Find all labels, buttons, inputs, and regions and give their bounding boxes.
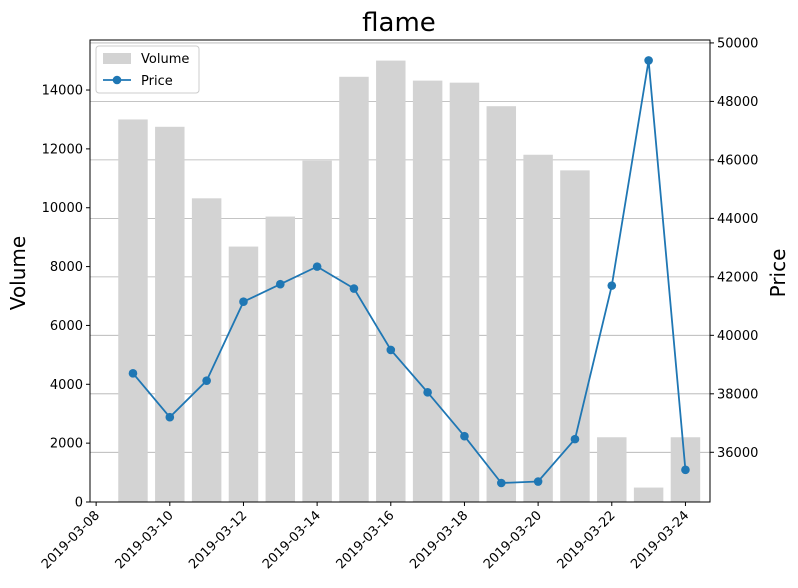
volume-bar — [265, 216, 296, 502]
volume-bar — [633, 487, 664, 502]
price-point — [644, 56, 653, 65]
y-left-tick-label: 4000 — [50, 378, 83, 393]
price-point — [349, 284, 359, 293]
y-right-tick-label: 36000 — [717, 446, 758, 461]
x-tick-label: 2019-03-12 — [186, 508, 250, 572]
y-left-tick-label: 0 — [75, 496, 83, 511]
legend-price-label: Price — [141, 74, 173, 89]
y-axis-right-title: Price — [766, 249, 790, 298]
price-point — [496, 478, 506, 488]
price-point — [570, 434, 580, 444]
y-left-tick-label: 6000 — [50, 319, 83, 334]
y-right-tick-label: 38000 — [717, 387, 758, 402]
price-point — [607, 281, 617, 290]
price-point — [239, 297, 248, 307]
volume-bar — [486, 106, 517, 502]
price-point — [165, 412, 175, 422]
plot-frame — [89, 39, 711, 503]
y-right-tick-label: 50000 — [717, 36, 758, 51]
x-tick-label: 2019-03-14 — [260, 508, 324, 572]
volume-bar — [597, 437, 627, 502]
price-point — [423, 388, 432, 397]
volume-bar — [302, 160, 332, 502]
y-left-tick-label: 8000 — [50, 260, 83, 275]
y-left-tick-label: 12000 — [42, 142, 83, 157]
volume-bar — [376, 60, 406, 502]
price-point — [275, 279, 285, 289]
x-tick-label: 2019-03-16 — [334, 508, 398, 572]
y-left-tick-label: 10000 — [42, 201, 83, 216]
y-left-tick-label: 14000 — [42, 84, 83, 99]
volume-bar — [560, 170, 590, 502]
price-point — [681, 465, 690, 475]
x-tick-label: 2019-03-18 — [407, 508, 471, 572]
y-right-tick-label: 42000 — [717, 270, 758, 285]
price-point — [533, 477, 543, 486]
volume-bar — [118, 119, 148, 502]
price-point — [460, 431, 469, 441]
price-point — [202, 376, 211, 385]
price-line — [132, 60, 687, 484]
chart-title: flame — [362, 8, 436, 38]
legend-price-marker — [112, 75, 122, 85]
y-right-tick-label: 44000 — [717, 212, 758, 227]
y-right-tick-label: 46000 — [717, 153, 758, 168]
x-tick-label: 2019-03-20 — [481, 508, 545, 572]
volume-bars — [118, 60, 701, 503]
x-tick-label: 2019-03-08 — [39, 508, 103, 572]
y-right-tick-label: 40000 — [717, 329, 758, 344]
price-point — [386, 345, 396, 355]
legend-volume-swatch — [103, 53, 131, 64]
y-axis-left-title: Volume — [6, 236, 30, 310]
volume-bar — [412, 80, 443, 502]
price-line-layer — [128, 56, 690, 488]
x-tick-label: 2019-03-22 — [555, 508, 619, 572]
price-point — [312, 262, 322, 271]
legend-volume-label: Volume — [141, 52, 189, 67]
x-tick-label: 2019-03-24 — [628, 508, 692, 572]
y-right-tick-label: 48000 — [717, 95, 758, 110]
volume-bar — [155, 126, 185, 503]
volume-bar — [191, 198, 222, 502]
y-left-tick-label: 2000 — [50, 437, 83, 452]
price-point — [128, 369, 138, 378]
volume-bar — [523, 154, 553, 502]
volume-bar — [228, 246, 259, 502]
legend: Volume Price — [95, 45, 200, 94]
x-tick-label: 2019-03-10 — [113, 508, 177, 572]
